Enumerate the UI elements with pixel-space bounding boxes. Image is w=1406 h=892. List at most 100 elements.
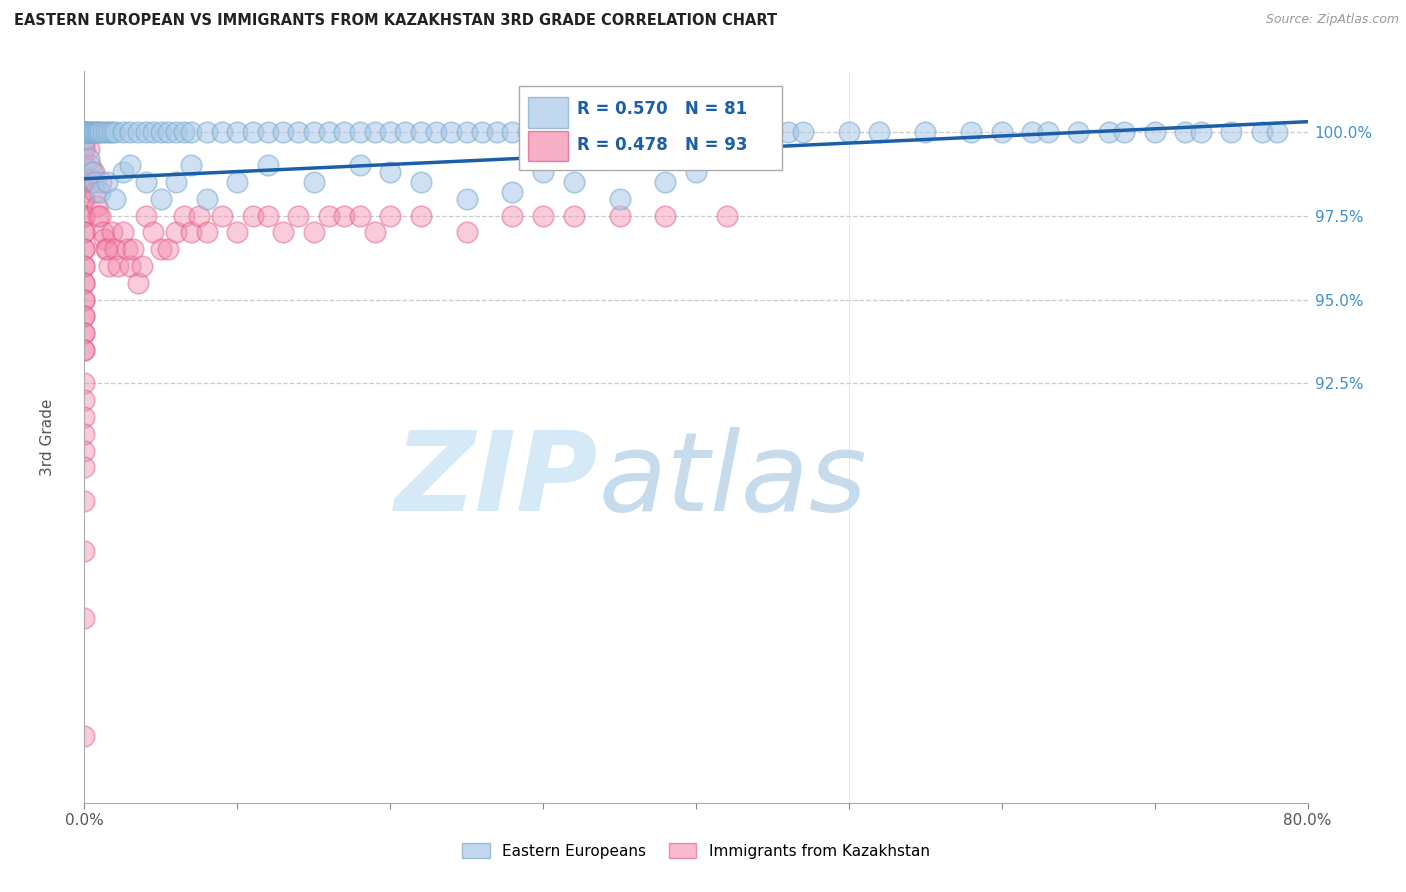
Point [257, 125, 280, 139]
Point [302, 226, 325, 240]
Point [716, 209, 738, 223]
Point [380, 165, 402, 179]
Point [73, 175, 96, 189]
Point [83, 125, 105, 139]
Text: EASTERN EUROPEAN VS IMMIGRANTS FROM KAZAKHSTAN 3RD GRADE CORRELATION CHART: EASTERN EUROPEAN VS IMMIGRANTS FROM KAZA… [14, 13, 778, 29]
Point [76, 125, 98, 139]
Point [195, 226, 218, 240]
Point [157, 125, 180, 139]
Point [73, 125, 96, 139]
Point [80, 175, 103, 189]
Point [531, 209, 554, 223]
Point [107, 259, 129, 273]
Point [73, 259, 96, 273]
Point [516, 125, 538, 139]
Point [77, 142, 100, 156]
Point [578, 125, 600, 139]
Point [142, 125, 165, 139]
Point [456, 226, 478, 240]
Point [122, 242, 145, 256]
Point [211, 125, 233, 139]
Point [409, 125, 432, 139]
Point [73, 376, 96, 391]
Point [318, 209, 340, 223]
Point [80, 165, 103, 179]
Point [135, 175, 157, 189]
Point [73, 209, 96, 223]
Point [257, 209, 280, 223]
Text: ZIP: ZIP [395, 427, 598, 534]
Point [914, 125, 936, 139]
Point [226, 226, 249, 240]
Point [96, 242, 118, 256]
Bar [529, 97, 568, 128]
Point [654, 209, 676, 223]
Point [195, 192, 218, 206]
Legend: Eastern Europeans, Immigrants from Kazakhstan: Eastern Europeans, Immigrants from Kazak… [456, 837, 936, 864]
Point [425, 125, 447, 139]
Point [838, 125, 860, 139]
Point [486, 125, 509, 139]
Point [73, 226, 96, 240]
Point [73, 226, 96, 240]
Point [104, 192, 127, 206]
Point [73, 443, 96, 458]
Point [1036, 125, 1059, 139]
Point [165, 226, 187, 240]
Point [654, 175, 676, 189]
Point [73, 175, 96, 189]
Point [120, 259, 142, 273]
Point [638, 125, 661, 139]
Point [111, 125, 134, 139]
Point [73, 293, 96, 307]
Point [73, 192, 96, 206]
Point [149, 192, 172, 206]
Point [242, 125, 264, 139]
Point [73, 158, 96, 172]
Point [609, 192, 631, 206]
Point [73, 158, 96, 172]
FancyBboxPatch shape [519, 86, 782, 170]
Point [94, 125, 117, 139]
Point [1189, 125, 1212, 139]
Point [87, 125, 110, 139]
Point [991, 125, 1014, 139]
Point [502, 209, 524, 223]
Point [77, 125, 100, 139]
Point [73, 460, 96, 475]
Point [73, 259, 96, 273]
Point [73, 125, 96, 139]
Point [333, 125, 356, 139]
Text: 3rd Grade: 3rd Grade [41, 399, 55, 475]
Point [257, 158, 280, 172]
Point [73, 242, 96, 256]
Point [97, 259, 120, 273]
Point [76, 125, 98, 139]
Point [685, 165, 707, 179]
Point [111, 226, 134, 240]
Point [1143, 125, 1166, 139]
Point [127, 276, 149, 290]
Point [86, 198, 108, 212]
Point [149, 242, 172, 256]
Point [111, 165, 134, 179]
Text: Source: ZipAtlas.com: Source: ZipAtlas.com [1265, 13, 1399, 27]
Point [89, 185, 111, 199]
Point [104, 242, 127, 256]
Point [562, 175, 585, 189]
Point [364, 226, 387, 240]
Point [165, 125, 187, 139]
Text: R = 0.570   N = 81: R = 0.570 N = 81 [578, 101, 748, 119]
Point [716, 125, 738, 139]
Point [654, 125, 676, 139]
Point [73, 125, 96, 139]
Point [73, 426, 96, 441]
Point [73, 242, 96, 256]
Point [1265, 125, 1288, 139]
Point [226, 125, 249, 139]
Point [211, 209, 233, 223]
Point [731, 125, 754, 139]
Point [86, 125, 108, 139]
Point [73, 142, 96, 156]
Point [165, 175, 187, 189]
